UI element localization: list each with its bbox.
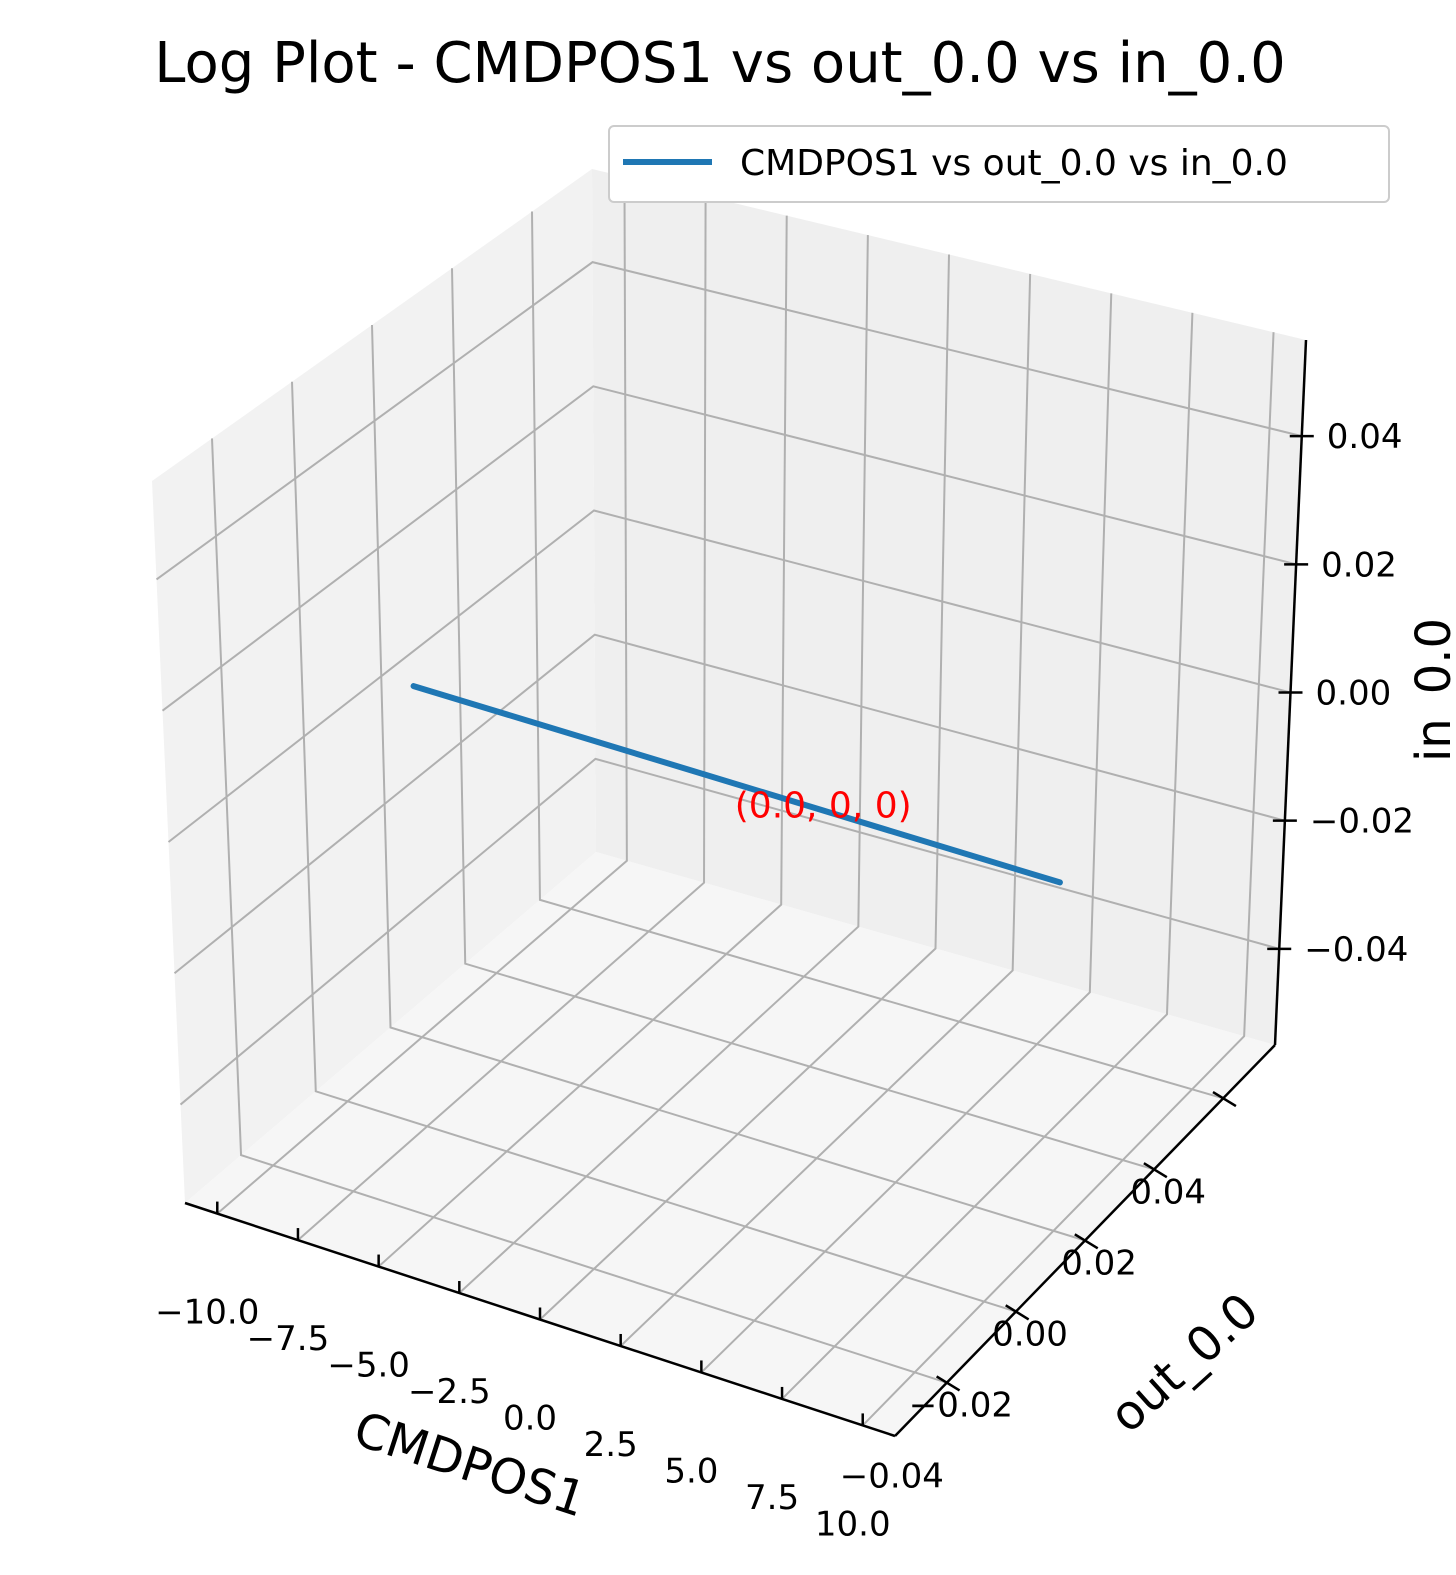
x-tick-label: −5.0 [327, 1346, 410, 1386]
grid-lines [155, 176, 1303, 1427]
z-gridline [155, 261, 1303, 581]
y-tick-label: 0.04 [1130, 1172, 1206, 1212]
tick-marks [216, 434, 1314, 1426]
y-tick [935, 1375, 961, 1392]
z-tick-label: −0.02 [1310, 802, 1414, 842]
x-gridline [297, 196, 707, 1241]
x-tick-label: −7.5 [247, 1319, 330, 1359]
x-tick-label: −10.0 [155, 1293, 259, 1333]
x-gridline [216, 176, 628, 1215]
point-annotation: (0.0, 0, 0) [735, 785, 912, 826]
series-line [410, 683, 1063, 886]
legend-box [608, 125, 1390, 203]
x-gridline [539, 254, 950, 1321]
x-gridline [377, 215, 788, 1268]
series-layer [410, 683, 1063, 886]
x-tick-label: 10.0 [815, 1504, 891, 1544]
z-tick-label: 0.00 [1316, 674, 1392, 714]
x-tick-label: −2.5 [408, 1372, 491, 1412]
x-tick-label: 2.5 [584, 1425, 638, 1465]
pane-floor [185, 852, 1275, 1436]
y-tick [1005, 1304, 1030, 1321]
y-gridline [451, 268, 1155, 1171]
y-tick-label: 0.00 [992, 1315, 1068, 1355]
y-gridline [291, 381, 1017, 1313]
x-gridline [700, 293, 1113, 1374]
y-tick-label: 0.02 [1061, 1243, 1137, 1283]
z-gridline [161, 385, 1297, 712]
pane-left [152, 169, 596, 1203]
x-gridline [862, 332, 1275, 1427]
z-tick-label: 0.02 [1321, 545, 1397, 585]
z-gridline [179, 757, 1280, 1106]
axis-panes [152, 169, 1306, 1436]
legend-label: CMDPOS1 vs out_0.0 vs in_0.0 [740, 143, 1288, 184]
x-tick-label: 7.5 [745, 1478, 799, 1518]
x-gridline [619, 273, 1032, 1347]
x-gridline [781, 312, 1194, 1400]
y-gridline [531, 211, 1224, 1100]
legend: CMDPOS1 vs out_0.0 vs in_0.0 [608, 125, 1390, 203]
y-axis-title: out_0.0 [1099, 1282, 1269, 1443]
z-tick-label: −0.04 [1304, 930, 1408, 970]
x-tick-label: 5.0 [664, 1451, 718, 1491]
y-tick [1143, 1162, 1168, 1179]
y-tick-label: −0.04 [840, 1457, 944, 1497]
pane-back [592, 169, 1306, 1045]
y-gridline [371, 324, 1086, 1242]
chart-title: Log Plot - CMDPOS1 vs out_0.0 vs in_0.0 [154, 31, 1285, 96]
x-gridline [458, 235, 869, 1294]
x-tick-label: 0.0 [503, 1399, 557, 1439]
y-tick [1074, 1233, 1099, 1250]
z-gridline [173, 633, 1286, 975]
z-gridline [167, 509, 1291, 843]
y-gridline [211, 438, 948, 1384]
z-axis-title: in_0.0 [1406, 618, 1456, 762]
y-tick-label: −0.02 [909, 1386, 1013, 1426]
y-tick [1212, 1091, 1237, 1108]
z-tick-label: 0.04 [1327, 417, 1403, 457]
